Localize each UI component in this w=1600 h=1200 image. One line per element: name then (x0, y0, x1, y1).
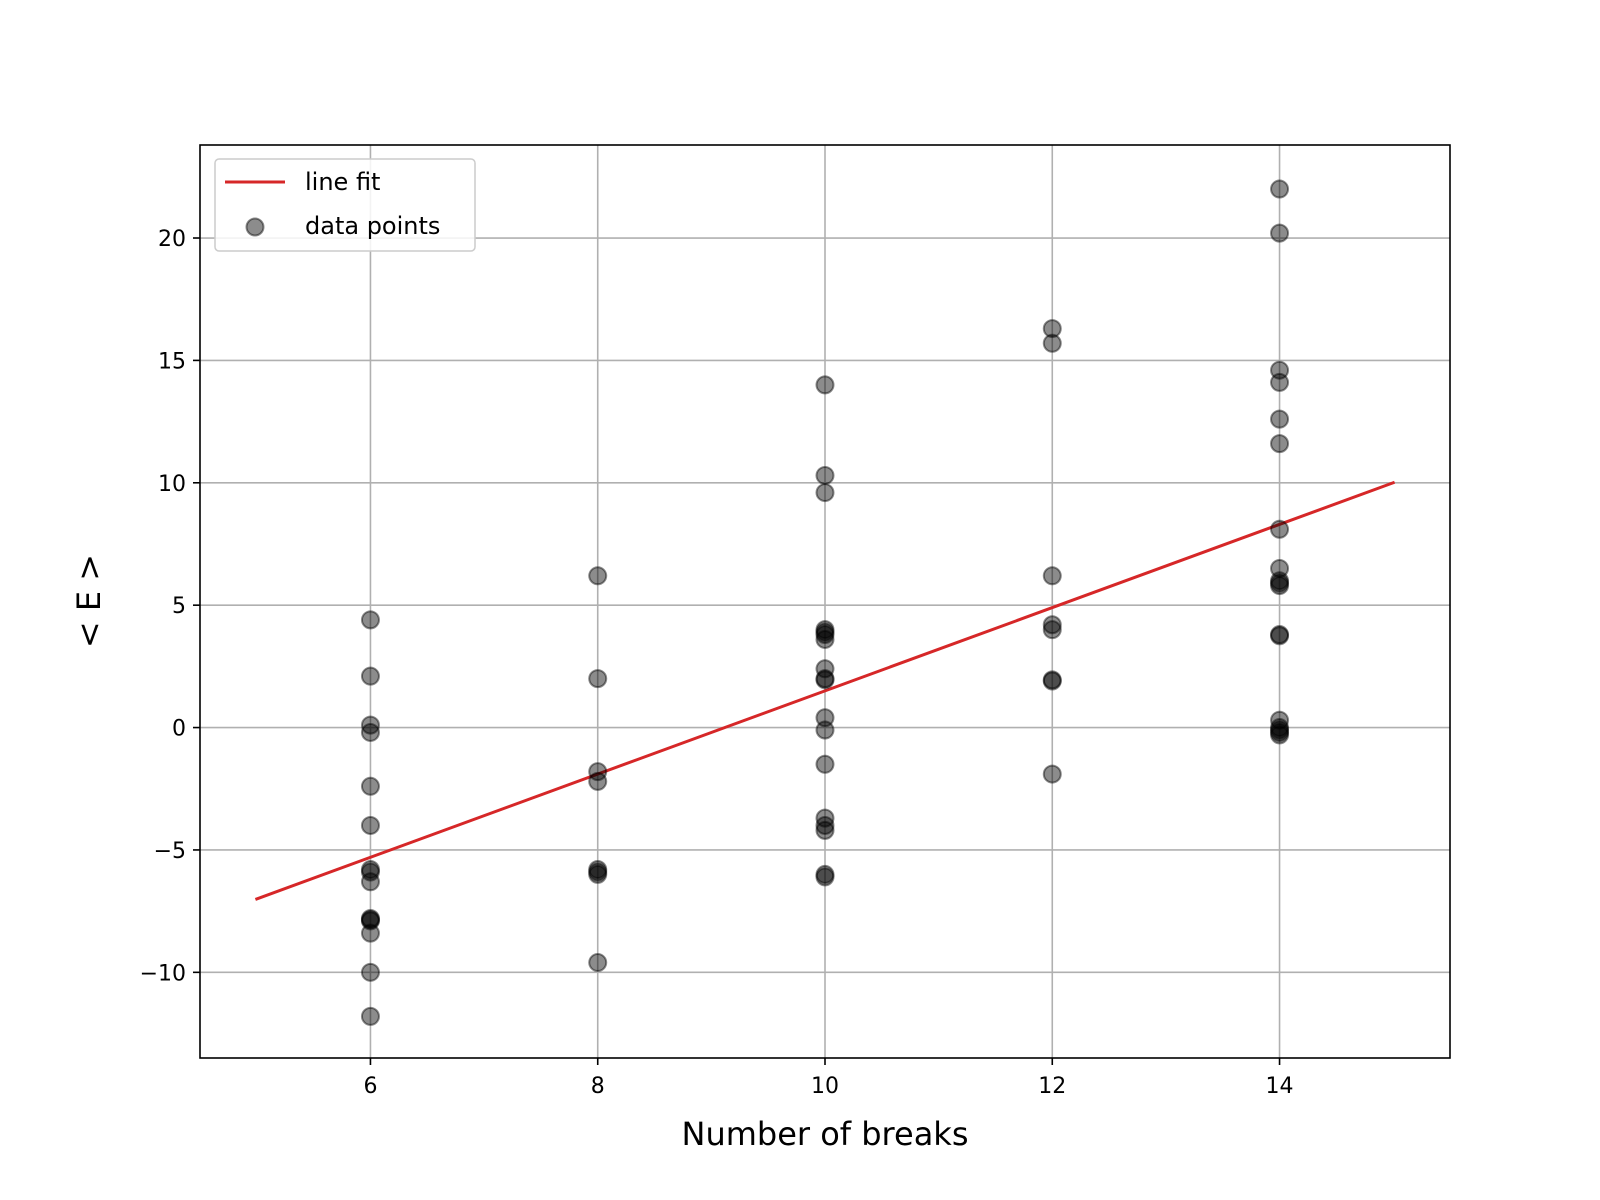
data-point (588, 862, 608, 882)
data-point (1270, 576, 1290, 596)
data-point (588, 953, 608, 973)
data-point (360, 862, 380, 882)
data-point (588, 669, 608, 689)
data-point (1042, 764, 1062, 784)
x-tick-label: 8 (591, 1074, 605, 1099)
data-point (1270, 372, 1290, 392)
data-point (1270, 625, 1290, 645)
x-tick-label: 14 (1266, 1074, 1294, 1099)
data-point (1042, 620, 1062, 640)
data-point (360, 1006, 380, 1026)
data-point (1270, 179, 1290, 199)
y-tick-label: 0 (172, 717, 186, 742)
data-point (1270, 223, 1290, 243)
data-point (1042, 566, 1062, 586)
line-fit-series (254, 480, 1396, 901)
x-tick-label: 6 (363, 1074, 377, 1099)
data-point (815, 669, 835, 689)
data-point (360, 962, 380, 982)
data-point (1042, 615, 1062, 635)
y-tick-label: 15 (158, 349, 186, 374)
data-point (360, 911, 380, 931)
data-point (1042, 319, 1062, 339)
data-point (815, 708, 835, 728)
data-point (588, 864, 608, 884)
data-point (815, 670, 835, 690)
line-fit (254, 480, 1396, 901)
data-point (815, 808, 835, 828)
data-points-series (360, 179, 1290, 1026)
data-point (588, 762, 608, 782)
data-point (1270, 722, 1290, 742)
data-point (588, 860, 608, 880)
y-tick-label: −5 (154, 839, 186, 864)
y-tick-label: 10 (158, 472, 186, 497)
data-point (815, 620, 835, 640)
data-point (815, 720, 835, 740)
data-point (1042, 333, 1062, 353)
data-point (360, 815, 380, 835)
x-tick-label: 10 (811, 1074, 839, 1099)
data-point (360, 610, 380, 630)
data-point (1042, 670, 1062, 690)
data-point (360, 860, 380, 880)
data-point (360, 872, 380, 892)
data-point (1270, 720, 1290, 740)
y-tick-label: −10 (140, 961, 186, 986)
x-axis-ticks: 6 8 10 12 14 (363, 1058, 1294, 1099)
data-point (1270, 571, 1290, 591)
data-point (1270, 725, 1290, 745)
data-point (1270, 434, 1290, 454)
data-point (815, 375, 835, 395)
data-point (815, 659, 835, 679)
data-point (815, 820, 835, 840)
legend-line-fit-label: line fit (305, 168, 380, 196)
x-tick-label: 12 (1038, 1074, 1066, 1099)
data-point (815, 867, 835, 887)
data-point (1270, 409, 1290, 429)
data-point (815, 754, 835, 774)
data-point (815, 483, 835, 503)
data-point (815, 629, 835, 649)
data-point (1270, 360, 1290, 380)
data-point (360, 776, 380, 796)
data-point (1270, 626, 1290, 646)
data-point (588, 566, 608, 586)
data-point (1270, 718, 1290, 738)
y-axis-ticks: −10 −5 0 5 10 15 20 (140, 227, 200, 986)
data-point (360, 908, 380, 928)
legend-data-points-label: data points (305, 212, 440, 240)
data-point (360, 910, 380, 930)
data-point (360, 666, 380, 686)
data-point (360, 715, 380, 735)
data-point (1270, 519, 1290, 539)
data-point (1042, 671, 1062, 691)
data-point (815, 625, 835, 645)
data-point (815, 465, 835, 485)
data-point (360, 923, 380, 943)
data-point (1270, 558, 1290, 578)
data-point (360, 722, 380, 742)
data-point (1270, 710, 1290, 730)
grid-lines (200, 145, 1450, 1058)
data-point (815, 815, 835, 835)
y-axis-label: < E > (70, 554, 108, 648)
x-axis-label: Number of breaks (682, 1115, 969, 1153)
data-point (1270, 573, 1290, 593)
data-point (588, 771, 608, 791)
data-point (815, 864, 835, 884)
y-tick-label: 20 (158, 227, 186, 252)
y-tick-label: 5 (172, 594, 186, 619)
legend-data-points-swatch (245, 217, 265, 237)
legend: line fit data points (214, 158, 476, 252)
data-point (815, 622, 835, 642)
